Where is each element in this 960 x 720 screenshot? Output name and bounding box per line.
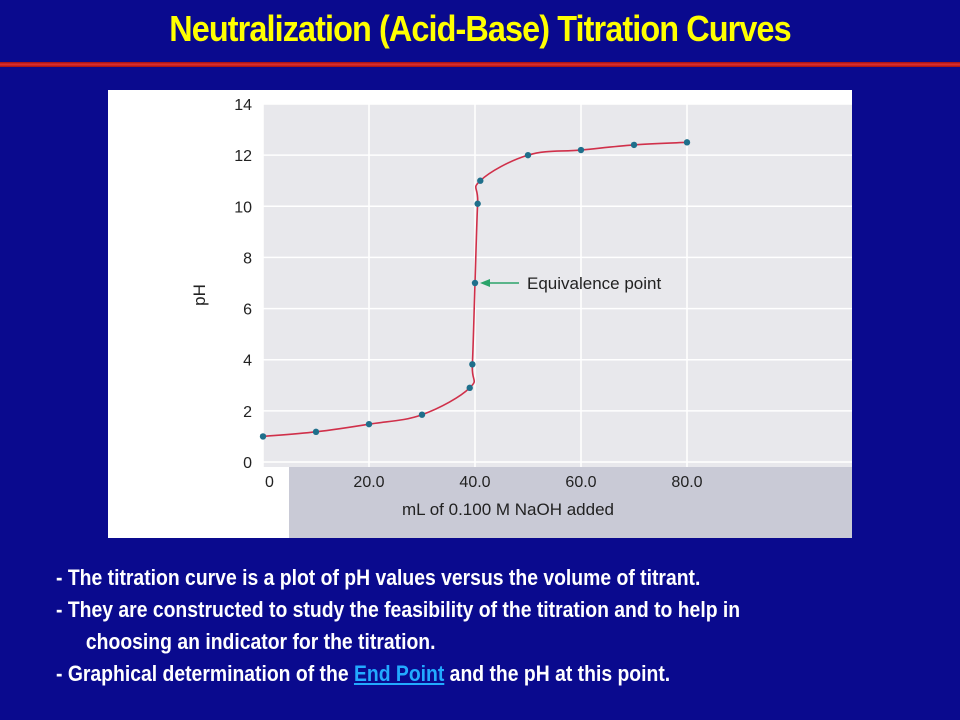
y-tick-label: 10	[234, 199, 252, 216]
y-tick-label: 14	[234, 97, 252, 114]
data-point	[259, 433, 267, 440]
titration-chart: 0 2 4 6 8 10 12 14 0 20.0 40.0 60.0 80.0 Equivalenc…	[108, 90, 852, 538]
data-point	[630, 141, 638, 149]
plot-area	[263, 104, 852, 467]
equivalence-point-label: Equivalence point	[527, 274, 661, 293]
x-tick-label: 0	[265, 474, 274, 491]
y-tick-label: 2	[243, 404, 252, 421]
x-axis-label: mL of 0.100 M NaOH added	[402, 500, 614, 519]
data-points	[259, 139, 691, 440]
data-point	[312, 428, 320, 436]
y-tick-label: 0	[243, 455, 252, 472]
grid-lines	[262, 103, 852, 467]
bullet-item: - They are constructed to study the feas…	[56, 597, 741, 622]
slide-title: Neutralization (Acid-Base) Titration Cur…	[169, 8, 791, 49]
x-tick-label: 60.0	[565, 474, 596, 491]
data-point	[477, 177, 484, 184]
y-tick-label: 12	[234, 148, 252, 165]
x-tick-label: 40.0	[459, 474, 490, 491]
bullet-list: - The titration curve is a plot of pH va…	[56, 562, 936, 690]
end-point-link[interactable]: End Point	[353, 661, 445, 686]
data-point	[466, 384, 473, 392]
bullet-item: - The titration curve is a plot of pH va…	[56, 565, 701, 590]
data-point	[474, 200, 481, 207]
data-point	[471, 279, 479, 287]
equivalence-arrow-head	[480, 279, 490, 287]
data-point	[469, 361, 476, 368]
y-tick-labels: 0 2 4 6 8 10 12 14	[234, 97, 252, 472]
chart-svg: 0 2 4 6 8 10 12 14 0 20.0 40.0 60.0 80.0 Equivalenc…	[190, 97, 852, 538]
y-tick-label: 6	[243, 302, 252, 319]
y-tick-label: 4	[243, 353, 252, 370]
bullet-item-continuation: choosing an indicator for the titration.	[85, 629, 436, 654]
x-tick-labels: 0 20.0 40.0 60.0 80.0	[265, 474, 703, 491]
data-point	[365, 420, 373, 428]
data-point	[418, 411, 426, 418]
bullet-item: - Graphical determination of the End Poi…	[56, 658, 830, 690]
x-tick-label: 20.0	[353, 474, 384, 491]
x-tick-label: 80.0	[671, 474, 702, 491]
y-axis-label: pH	[190, 284, 209, 306]
data-point	[524, 151, 532, 159]
title-underline	[0, 62, 960, 67]
data-point	[577, 146, 585, 154]
y-tick-label: 8	[243, 250, 252, 267]
bullet-text: and the pH at this point.	[444, 661, 671, 686]
data-point	[683, 139, 691, 146]
bullet-text: - Graphical determination of the	[56, 661, 354, 686]
